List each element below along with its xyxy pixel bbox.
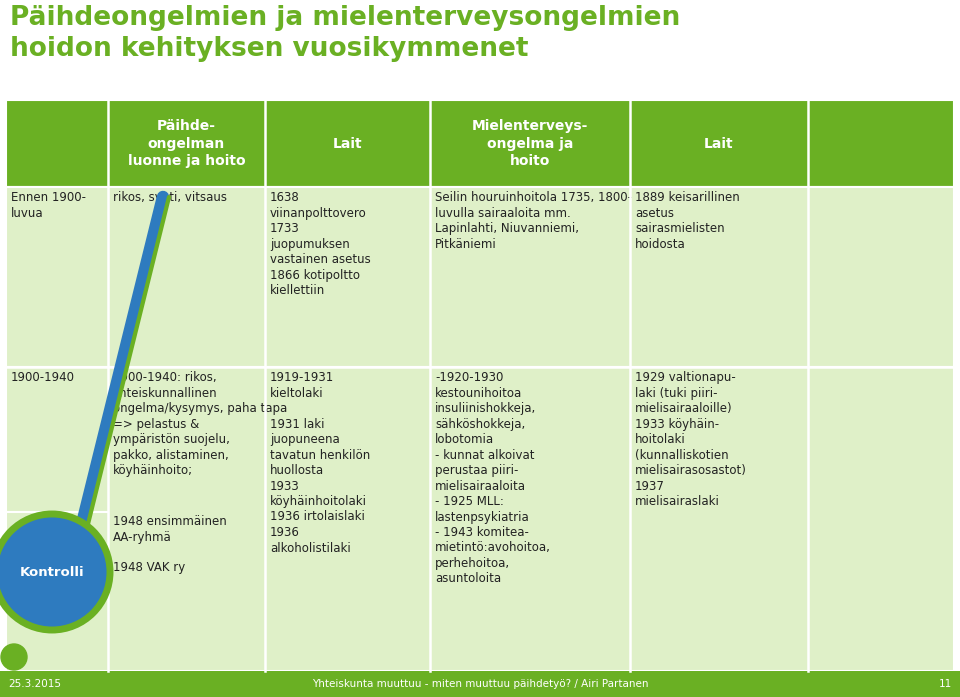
FancyBboxPatch shape [6, 367, 954, 671]
Text: Kontrolli: Kontrolli [20, 565, 84, 579]
Text: Lait: Lait [333, 137, 362, 151]
Circle shape [1, 644, 27, 670]
FancyBboxPatch shape [6, 187, 954, 367]
Text: Seilin houruinhoitola 1735, 1800-
luvulla sairaaloita mm.
Lapinlahti, Niuvanniem: Seilin houruinhoitola 1735, 1800- luvull… [435, 191, 632, 250]
Text: 1929 valtionapu-
laki (tuki piiri-
mielisairaaloille)
1933 köyhäin-
hoitolaki
(k: 1929 valtionapu- laki (tuki piiri- mieli… [635, 371, 747, 508]
Text: 1638
viinanpolttovero
1733
juopumuksen
vastainen asetus
1866 kotipoltto
kiellett: 1638 viinanpolttovero 1733 juopumuksen v… [270, 191, 371, 297]
Text: 1900-1940: rikos,
yhteiskunnallinen
ongelma/kysymys, paha tapa
=> pelastus &
ymp: 1900-1940: rikos, yhteiskunnallinen onge… [113, 371, 287, 477]
Text: 1889 keisarillinen
asetus
sairasmielisten
hoidosta: 1889 keisarillinen asetus sairasmieliste… [635, 191, 740, 250]
Text: -1920-1930
kestounihoitoa
insuliinishokkeja,
sähköshokkeja,
lobotomia
- kunnat a: -1920-1930 kestounihoitoa insuliinishokk… [435, 371, 551, 585]
FancyBboxPatch shape [6, 100, 954, 187]
Text: Mielenterveys-
ongelma ja
hoito: Mielenterveys- ongelma ja hoito [471, 119, 588, 168]
Text: 1900-1940: 1900-1940 [11, 371, 75, 384]
Text: 11: 11 [939, 679, 952, 689]
Text: rikos, synti, vitsaus: rikos, synti, vitsaus [113, 191, 227, 204]
Text: Lait: Lait [705, 137, 733, 151]
Text: 1919-1931
kieltolaki

1931 laki
juopuneena
tavatun henkilön
huollosta
1933
köyhä: 1919-1931 kieltolaki 1931 laki juopuneen… [270, 371, 371, 555]
Circle shape [0, 514, 110, 630]
Text: Päihdeongelmien ja mielenterveysongelmien
hoidon kehityksen vuosikymmenet: Päihdeongelmien ja mielenterveysongelmie… [10, 5, 681, 62]
Text: Ennen 1900-
luvua: Ennen 1900- luvua [11, 191, 86, 220]
FancyBboxPatch shape [0, 671, 960, 697]
Text: 1948 ensimmäinen
AA-ryhmä

1948 VAK ry: 1948 ensimmäinen AA-ryhmä 1948 VAK ry [113, 515, 227, 574]
Text: 25.3.2015: 25.3.2015 [8, 679, 61, 689]
Text: Yhteiskunta muuttuu - miten muuttuu päihdetyö? / Airi Partanen: Yhteiskunta muuttuu - miten muuttuu päih… [312, 679, 648, 689]
Text: Päihde-
ongelman
luonne ja hoito: Päihde- ongelman luonne ja hoito [128, 119, 246, 168]
